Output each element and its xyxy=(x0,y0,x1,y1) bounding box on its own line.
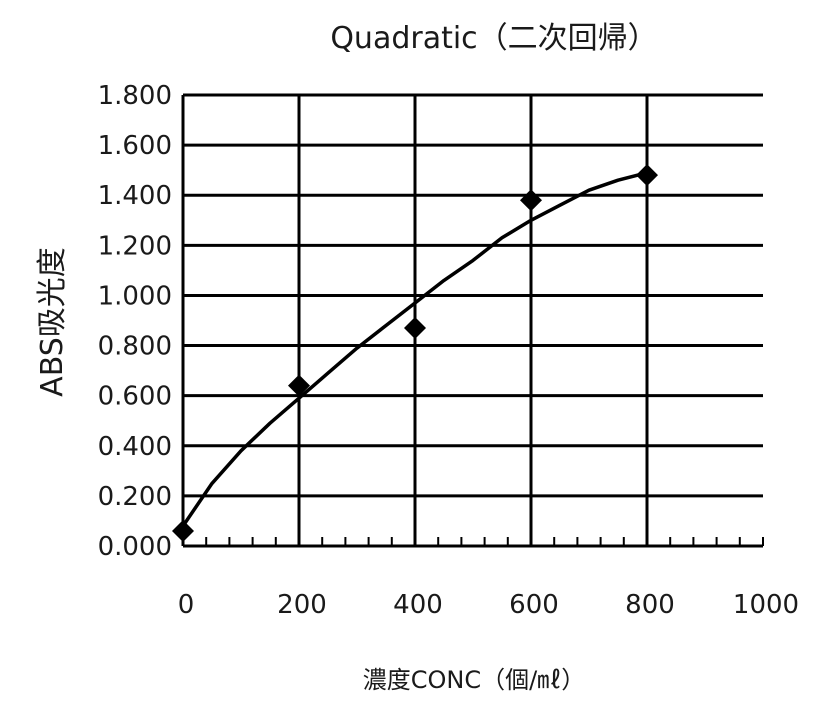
y-tick-label: 1.600 xyxy=(98,131,172,161)
y-tick-label: 0.800 xyxy=(98,332,172,362)
y-tick-label: 1.800 xyxy=(98,81,172,111)
y-tick-labels: 0.000 0.200 0.400 0.600 0.800 1.000 1.200 1.400… xyxy=(98,81,172,562)
y-tick-label: 1.000 xyxy=(98,281,172,311)
data-point xyxy=(520,189,542,212)
x-tick-label: 400 xyxy=(393,590,443,620)
axes xyxy=(181,95,763,548)
data-point xyxy=(636,164,658,187)
y-tick-label: 0.600 xyxy=(98,382,172,412)
x-tick-labels: 0 200 400 600 800 1000 xyxy=(178,590,799,620)
y-tick-label: 0.400 xyxy=(98,432,172,462)
y-axis-label: ABS吸光度 xyxy=(35,247,70,397)
data-point xyxy=(404,317,426,340)
y-tick-label: 1.200 xyxy=(98,231,172,261)
data-point xyxy=(288,374,310,397)
y-tick-label: 0.200 xyxy=(98,482,172,512)
x-tick-label: 600 xyxy=(509,590,559,620)
grid xyxy=(183,93,763,546)
data-point xyxy=(172,519,194,542)
chart-title: Quadratic（二次回帰） xyxy=(330,21,657,56)
y-tick-label: 0.000 xyxy=(98,532,172,562)
fit-curve xyxy=(181,171,648,527)
x-tick-label: 200 xyxy=(277,590,327,620)
x-tick-label: 1000 xyxy=(733,590,799,620)
minor-ticks xyxy=(205,537,764,546)
x-tick-label: 800 xyxy=(625,590,675,620)
data-points xyxy=(172,164,658,542)
x-axis-label: 濃度CONC（個/㎖） xyxy=(363,666,585,694)
y-tick-label: 1.400 xyxy=(98,181,172,211)
fit-layer xyxy=(181,171,648,527)
x-tick-label: 0 xyxy=(178,590,195,620)
